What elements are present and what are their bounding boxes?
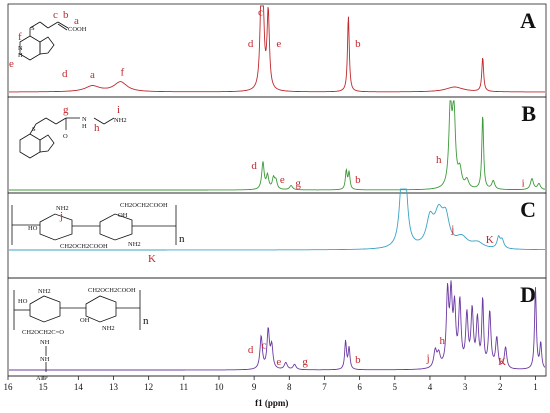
structure-a-label: S (31, 25, 35, 32)
x-tick-label: 5 (393, 382, 398, 392)
panel-letter: A (520, 8, 536, 33)
peak-label: h (440, 335, 446, 347)
structure-d-label: OH (80, 317, 90, 324)
structure-a-label: b (63, 9, 69, 21)
structure-b-label: h (94, 122, 100, 134)
peak-label: d (248, 38, 254, 50)
structure-a (19, 21, 69, 61)
structure-c-label: n (179, 233, 185, 245)
peak-label: g (302, 356, 308, 368)
panel-letter: D (520, 282, 536, 307)
x-tick-label: 2 (498, 382, 503, 392)
structure-c-label: K (148, 253, 156, 265)
structure-a-label: a (74, 15, 79, 27)
peak-label: e (276, 356, 281, 368)
spectrum-line (9, 100, 546, 191)
peak-label: h (436, 154, 442, 166)
peak-label: g (295, 178, 301, 190)
structure-d-label: NH (40, 356, 50, 363)
x-tick-label: 9 (252, 382, 257, 392)
structure-d-label: NH2 (102, 325, 115, 332)
peak-label: e (276, 38, 281, 50)
spectrum-line (9, 188, 545, 251)
x-axis: 16 15 14 13 12 11 10 9 8 7 6 5 4 3 2 1 f1 (ppm) (4, 375, 546, 408)
structure-c-label: j (59, 210, 63, 222)
structure-a-label: c (53, 9, 58, 21)
structure-c (11, 205, 177, 245)
structure-c-label: CH2OCH2COOH (120, 202, 168, 209)
structure-b-label: H (82, 123, 87, 130)
x-tick-label: 7 (322, 382, 327, 392)
peak-label: d (248, 344, 254, 356)
peak-label: K (498, 356, 506, 368)
structure-d-label: NH2 (38, 288, 51, 295)
peak-label: b (355, 354, 361, 366)
peak-label: K (486, 234, 494, 246)
x-tick-label: 14 (74, 382, 84, 392)
structure-b-label: NH2 (114, 117, 127, 124)
structure-a-label: N (18, 45, 23, 52)
x-tick-label: 12 (144, 382, 153, 392)
peak-label: j (450, 224, 454, 236)
structure-d-label: CH2OCH2COOH (88, 287, 136, 294)
structure-d-label: NH (40, 339, 50, 346)
x-tick-label: 15 (39, 382, 49, 392)
structure-a-label: COOH (68, 26, 87, 33)
structure-b-label: g (63, 104, 69, 116)
structure-d-label: n (143, 315, 149, 327)
structure-b-label: i (117, 104, 120, 116)
peak-label: d (251, 160, 257, 172)
panel-letter: C (520, 197, 536, 222)
peak-label: b (355, 38, 361, 50)
peak-label: e (280, 174, 285, 186)
structure-c-label: HO (28, 225, 38, 232)
x-tick-label: 16 (4, 382, 14, 392)
structure-a-label: e (9, 58, 14, 70)
spectra-layer (9, 5, 546, 371)
peak-label: i (522, 178, 525, 190)
x-tick-label: 4 (428, 382, 433, 392)
structure-c-label: OH (118, 212, 128, 219)
x-tick-label: 11 (179, 382, 188, 392)
x-tick-label: 1 (533, 382, 538, 392)
structure-b-label: S (32, 126, 36, 133)
structure-b-label: N (82, 116, 87, 123)
structure-a-label: H (18, 52, 23, 59)
structure-b-label: O (63, 133, 68, 140)
structure-a-label: f (18, 31, 22, 43)
structure-b (19, 117, 115, 159)
x-tick-label: 3 (463, 382, 468, 392)
panel-letter: B (521, 101, 536, 126)
peak-label: c (258, 7, 263, 19)
peak-label: b (355, 174, 361, 186)
x-axis-title: f1 (ppm) (255, 398, 288, 408)
structure-d-label: ATP (36, 375, 48, 382)
peak-label: a (90, 69, 95, 81)
x-tick-label: 10 (214, 382, 224, 392)
peak-label: c (262, 340, 267, 352)
x-tick-label: 13 (109, 382, 119, 392)
spectrum-line (9, 280, 546, 371)
peak-label: j (426, 352, 430, 364)
structure-c-label: CH2OCH2COOH (60, 243, 108, 250)
structure-d-label: HO (18, 298, 28, 305)
structure-d-label: CH2OCH2C=O (22, 329, 64, 336)
peak-label: f (120, 67, 124, 79)
structure-c-label: NH2 (56, 205, 69, 212)
structure-a-label: d (62, 68, 68, 80)
structure-c-label: NH2 (128, 241, 141, 248)
spectrum-line (9, 5, 545, 93)
panel-frame (7, 192, 547, 279)
x-tick-label: 6 (357, 382, 362, 392)
structure-d (13, 290, 141, 372)
panel-frame (7, 3, 547, 98)
x-tick-label: 8 (287, 382, 292, 392)
